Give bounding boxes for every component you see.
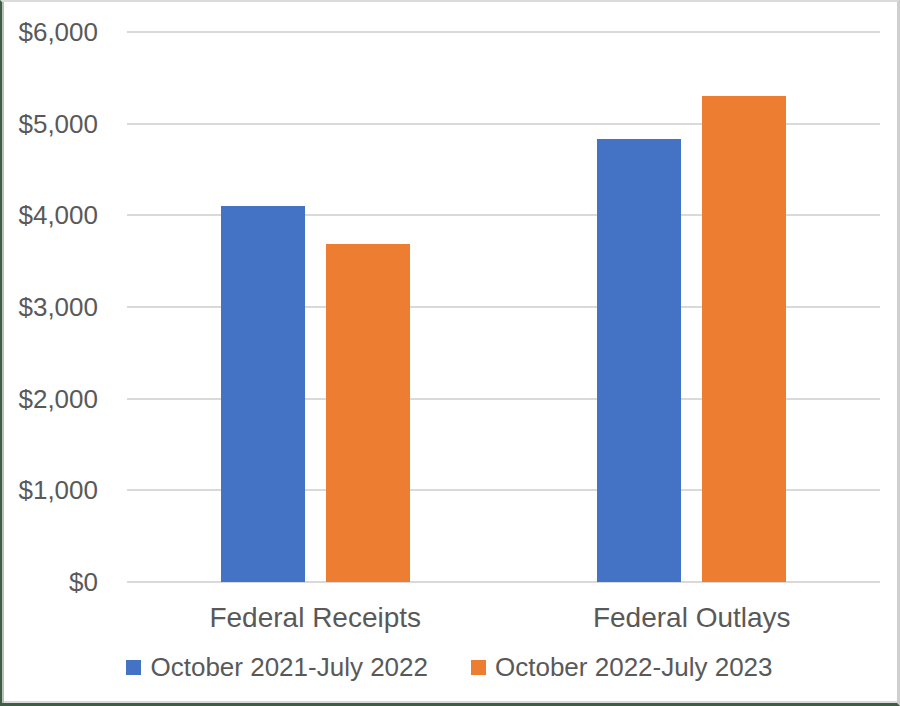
- bar-series1-category1: [221, 206, 305, 582]
- y-axis-tick-label: $6,000: [2, 16, 98, 48]
- bar-series1-category2: [597, 139, 681, 582]
- gridline: [127, 31, 880, 33]
- y-axis-tick-label: $5,000: [2, 108, 98, 140]
- legend-label-series1: October 2021-July 2022: [150, 652, 428, 683]
- x-axis-category-label-outlays: Federal Outlays: [504, 598, 881, 638]
- y-axis-tick-label: $2,000: [2, 383, 98, 415]
- y-axis-tick-label: $0: [2, 566, 98, 598]
- legend-item-series2: October 2022-July 2023: [471, 652, 773, 683]
- y-axis-tick-label: $1,000: [2, 474, 98, 506]
- legend-label-series2: October 2022-July 2023: [495, 652, 773, 683]
- legend-swatch-orange: [471, 660, 486, 675]
- legend-item-series1: October 2021-July 2022: [126, 652, 428, 683]
- bar-series2-category2: [702, 96, 786, 582]
- legend: October 2021-July 2022 October 2022-July…: [2, 652, 897, 683]
- bar-series2-category1: [326, 244, 410, 582]
- x-axis-category-label-receipts: Federal Receipts: [127, 598, 504, 638]
- y-axis-tick-label: $3,000: [2, 291, 98, 323]
- x-axis-labels: Federal Receipts Federal Outlays: [127, 598, 880, 638]
- y-axis-tick-label: $4,000: [2, 199, 98, 231]
- chart-frame: $0 $1,000 $2,000 $3,000 $4,000 $5,000 $6,000 F…: [0, 0, 900, 706]
- legend-swatch-blue: [126, 660, 141, 675]
